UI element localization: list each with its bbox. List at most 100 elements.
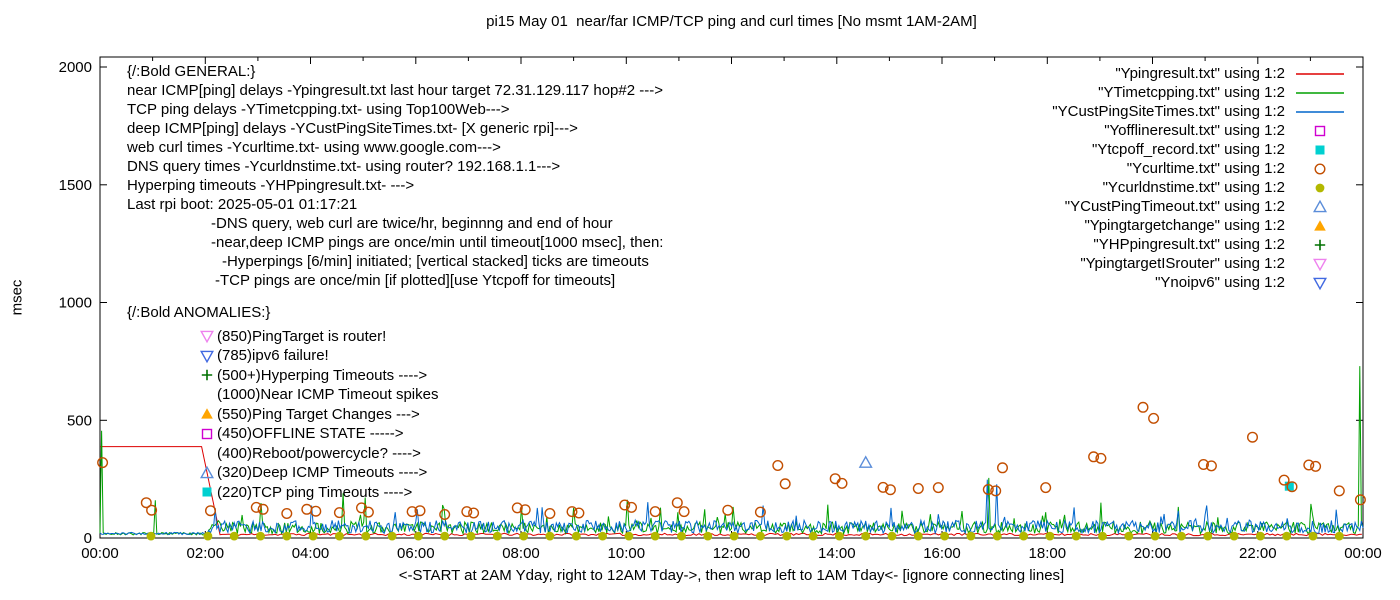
- open-triangle-down-blue-icon: [199, 348, 217, 364]
- legend-item-label: "YpingtargetISrouter" using 1:2: [1080, 255, 1285, 272]
- series-Ytcpoff_record.txt: [1284, 481, 1294, 491]
- general-annotations: {/:Bold GENERAL:} near ICMP[ping] delays…: [127, 62, 663, 290]
- anomaly-item: (785)ipv6 failure!: [199, 346, 438, 366]
- svg-text:0: 0: [84, 530, 92, 547]
- legend-item-label: "Ytcpoff_record.txt" using 1:2: [1092, 141, 1285, 158]
- legend-item: "Ycurltime.txt" using 1:2: [1052, 159, 1346, 178]
- annotation-line: -near,deep ICMP pings are once/min until…: [211, 234, 664, 251]
- legend-item: "YTimetcpping.txt" using 1:2: [1052, 83, 1346, 102]
- anomaly-text: (450)OFFLINE STATE ----->: [217, 425, 404, 442]
- open-triangle-up-icon: [199, 465, 217, 481]
- legend-item: "Ytcpoff_record.txt" using 1:2: [1052, 140, 1346, 159]
- filled-triangle-up-icon: [1294, 218, 1346, 234]
- svg-text:12:00: 12:00: [713, 545, 751, 562]
- legend-item: "Yofflineresult.txt" using 1:2: [1052, 121, 1346, 140]
- anomaly-item: (320)Deep ICMP Timeouts ---->: [199, 463, 438, 483]
- filled-square-icon: [199, 484, 217, 500]
- svg-text:2000: 2000: [59, 59, 92, 76]
- series-Ycurldnstime.txt: [146, 531, 1344, 541]
- anomaly-text: (785)ipv6 failure!: [217, 347, 329, 364]
- annotation-line: -TCP pings are once/min [if plotted][use…: [215, 272, 616, 289]
- legend-item-label: "YCustPingSiteTimes.txt" using 1:2: [1052, 103, 1285, 120]
- chart-title: pi15 May 01 near/far ICMP/TCP ping and c…: [486, 13, 977, 30]
- general-heading: {/:Bold GENERAL:}: [127, 63, 256, 80]
- legend-item: "Ycurldnstime.txt" using 1:2: [1052, 178, 1346, 197]
- filled-square-icon: [1294, 142, 1346, 158]
- svg-text:1500: 1500: [59, 177, 92, 194]
- svg-text:18:00: 18:00: [1029, 545, 1067, 562]
- anomaly-item: (500+)Hyperping Timeouts ---->: [199, 366, 438, 386]
- legend-item-label: "YTimetcpping.txt" using 1:2: [1098, 84, 1285, 101]
- red-line-icon: [1294, 66, 1346, 82]
- svg-text:14:00: 14:00: [818, 545, 856, 562]
- legend-item-label: "Ynoipv6" using 1:2: [1155, 274, 1285, 291]
- anomalies-annotations: {/:Bold ANOMALIES:} (850)PingTarget is r…: [127, 303, 438, 502]
- legend-item: "YCustPingSiteTimes.txt" using 1:2: [1052, 102, 1346, 121]
- annotation-line: -DNS query, web curl are twice/hr, begin…: [211, 215, 613, 232]
- annotation-line: near ICMP[ping] delays -Ypingresult.txt …: [127, 82, 664, 99]
- annotation-line: deep ICMP[ping] delays -YCustPingSiteTim…: [127, 120, 578, 137]
- anomaly-text: (850)PingTarget is router!: [217, 327, 387, 345]
- blue-line-icon: [1294, 104, 1346, 120]
- annotation-line: Last rpi boot: 2025-05-01 01:17:21: [127, 196, 358, 213]
- filled-triangle-up-icon: [199, 406, 217, 422]
- svg-text:16:00: 16:00: [923, 545, 961, 562]
- legend-item-label: "YHPpingresult.txt" using 1:2: [1093, 236, 1285, 253]
- svg-text:08:00: 08:00: [502, 545, 540, 562]
- series-Ycurltime.txt: [97, 401, 1366, 521]
- legend-item: "Ypingtargetchange" using 1:2: [1052, 216, 1346, 235]
- anomaly-marker-spacer: [199, 387, 217, 403]
- annotation-line: Hyperping timeouts -YHPpingresult.txt- -…: [127, 177, 415, 194]
- svg-text:00:00: 00:00: [1344, 545, 1382, 562]
- svg-text:20:00: 20:00: [1134, 545, 1172, 562]
- svg-text:1000: 1000: [59, 295, 92, 312]
- legend-item-label: "Yofflineresult.txt" using 1:2: [1104, 122, 1285, 139]
- green-line-icon: [1294, 85, 1346, 101]
- anomaly-text: (220)TCP ping Timeouts ---->: [217, 483, 413, 501]
- svg-text:04:00: 04:00: [292, 545, 330, 562]
- anomaly-text: (1000)Near ICMP Timeout spikes: [217, 386, 439, 403]
- anomaly-marker-spacer: [199, 445, 217, 461]
- legend-item-label: "YCustPingTimeout.txt" using 1:2: [1064, 198, 1285, 215]
- anomaly-text: (320)Deep ICMP Timeouts ---->: [217, 464, 428, 481]
- open-triangle-down-violet-icon: [199, 328, 217, 344]
- legend-item-label: "Ypingresult.txt" using 1:2: [1115, 65, 1285, 82]
- legend-item: "YCustPingTimeout.txt" using 1:2: [1052, 197, 1346, 216]
- series-YCustPingSiteTimes.txt: [99, 479, 1364, 536]
- series-YTimetcpping.txt: [99, 366, 1364, 536]
- series-YCustPingTimeout.txt: [858, 455, 873, 468]
- svg-text:22:00: 22:00: [1239, 545, 1277, 562]
- svg-text:10:00: 10:00: [608, 545, 646, 562]
- annotation-line: DNS query times -Ycurldnstime.txt- using…: [127, 158, 561, 175]
- svg-text:06:00: 06:00: [397, 545, 435, 562]
- anomaly-item: (450)OFFLINE STATE ----->: [199, 424, 438, 444]
- open-circle-icon: [1294, 161, 1346, 177]
- open-square-icon: [1294, 123, 1346, 139]
- annotation-line: -Hyperpings [6/min] initiated; [vertical…: [222, 253, 649, 270]
- anomaly-item: (550)Ping Target Changes --->: [199, 405, 438, 425]
- svg-text:02:00: 02:00: [187, 545, 225, 562]
- open-triangle-down-violet-icon: [1294, 256, 1346, 272]
- anomaly-item: (220)TCP ping Timeouts ---->: [199, 483, 438, 503]
- filled-circle-icon: [1294, 180, 1346, 196]
- legend-item-label: "Ypingtargetchange" using 1:2: [1084, 217, 1285, 234]
- anomaly-text: (400)Reboot/powercycle? ---->: [217, 444, 421, 462]
- legend-item: "Ypingresult.txt" using 1:2: [1052, 64, 1346, 83]
- anomaly-text: (550)Ping Target Changes --->: [217, 405, 420, 423]
- open-square-icon: [199, 426, 217, 442]
- legend-item: "YHPpingresult.txt" using 1:2: [1052, 235, 1346, 254]
- annotation-line: web curl times -Ycurltime.txt- using www…: [127, 139, 501, 156]
- annotation-line: TCP ping delays -YTimetcpping.txt- using…: [127, 101, 510, 118]
- anomaly-item: (1000)Near ICMP Timeout spikes: [199, 385, 438, 405]
- x-axis-caption: <-START at 2AM Yday, right to 12AM Tday-…: [398, 567, 1065, 584]
- anomalies-heading: {/:Bold ANOMALIES:}: [127, 304, 271, 321]
- plus-icon: [199, 367, 217, 383]
- legend-item-label: "Ycurldnstime.txt" using 1:2: [1102, 179, 1285, 196]
- plus-icon: [1294, 237, 1346, 253]
- open-triangle-up-icon: [1294, 199, 1346, 215]
- anomaly-item: (850)PingTarget is router!: [199, 327, 438, 347]
- legend-item-label: "Ycurltime.txt" using 1:2: [1126, 160, 1285, 177]
- anomaly-text: (500+)Hyperping Timeouts ---->: [217, 366, 428, 384]
